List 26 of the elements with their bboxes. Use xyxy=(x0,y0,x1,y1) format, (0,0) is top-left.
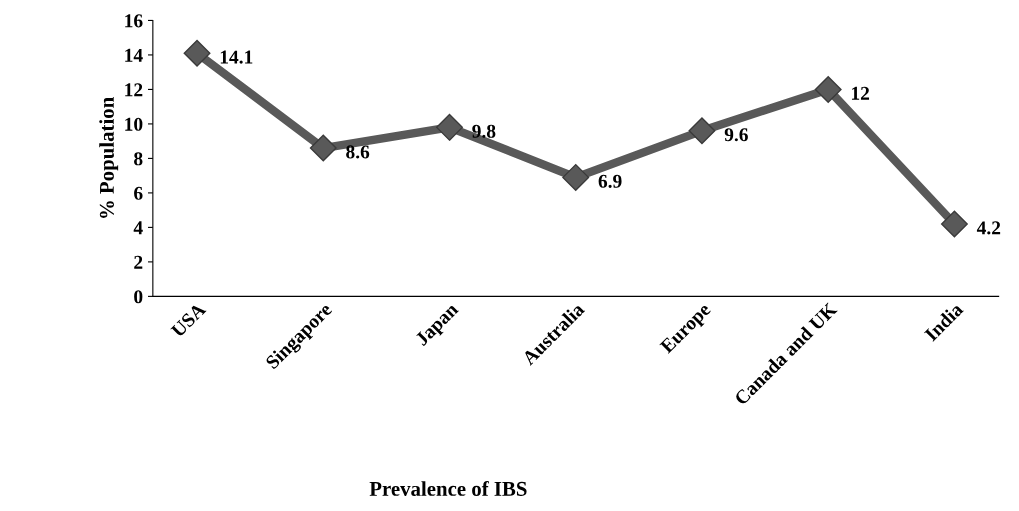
data-label: 9.6 xyxy=(724,128,748,142)
x-tick-label: USA xyxy=(170,301,207,339)
data-label: 12 xyxy=(851,86,870,100)
point xyxy=(940,210,968,238)
y-tick-label: 6 xyxy=(134,186,143,200)
point xyxy=(436,113,463,141)
data-label: 4.2 xyxy=(976,221,1001,235)
point xyxy=(309,134,337,162)
point xyxy=(562,163,590,191)
y-tick-label: 16 xyxy=(125,14,143,28)
data-label: 9.8 xyxy=(472,124,496,138)
y-tick-label: 14 xyxy=(125,48,143,62)
y-tick-label: 0 xyxy=(134,290,143,304)
point xyxy=(688,117,716,145)
y-tick-label: 8 xyxy=(134,152,143,166)
data-label: 14.1 xyxy=(220,50,253,64)
point xyxy=(814,75,842,103)
y-tick-label: 2 xyxy=(134,255,143,269)
data-label: 8.6 xyxy=(346,145,370,159)
y-tick-label: 12 xyxy=(125,83,143,97)
point xyxy=(183,39,211,67)
y-axis-title: % Population xyxy=(99,97,119,218)
x-axis-title: Prevalence of IBS xyxy=(369,481,527,496)
data-label: 6.9 xyxy=(598,174,622,188)
y-tick-label: 4 xyxy=(133,221,143,235)
y-tick-label: 10 xyxy=(125,117,143,131)
